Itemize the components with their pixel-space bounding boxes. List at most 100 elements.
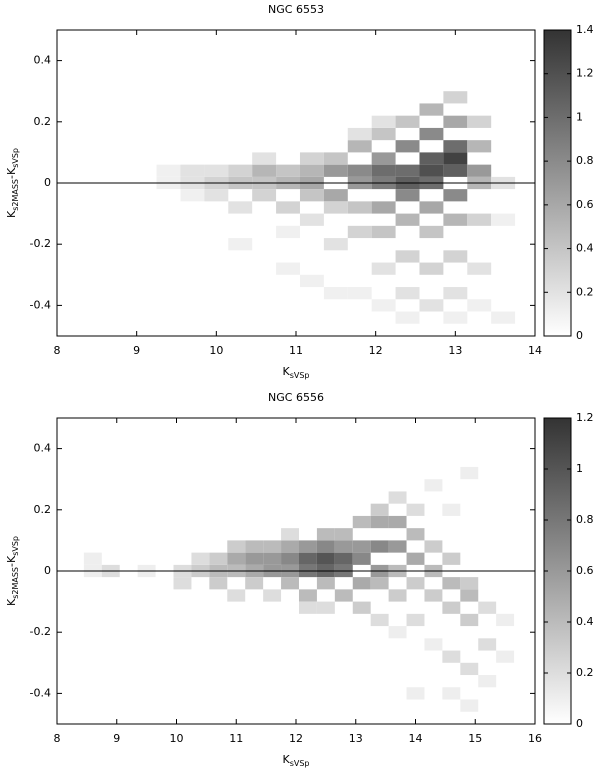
- cell: [347, 140, 372, 153]
- cell: [496, 613, 515, 627]
- label-part: K: [282, 365, 290, 378]
- cell: [370, 515, 389, 529]
- y-tick-label: 0.2: [34, 115, 52, 128]
- colorbar-tick-label: 1.2: [576, 67, 594, 80]
- cell: [323, 152, 348, 165]
- cell: [180, 189, 205, 202]
- cell: [281, 552, 299, 565]
- cell: [263, 589, 282, 602]
- cell: [467, 299, 492, 312]
- label-subscript: s2MASS: [11, 567, 20, 599]
- cell: [83, 552, 102, 565]
- cell: [252, 152, 277, 165]
- cell: [419, 262, 444, 275]
- cell: [371, 262, 396, 275]
- colorbar-tick-label: 1.2: [576, 411, 594, 424]
- cell: [227, 589, 246, 602]
- cell: [347, 164, 372, 177]
- x-axis-label: KsVSp: [282, 753, 309, 768]
- cell: [281, 528, 299, 541]
- cell: [191, 552, 210, 565]
- x-tick-label: 12: [289, 732, 303, 745]
- cell: [478, 638, 497, 651]
- cell: [352, 540, 371, 553]
- label-part: -K: [5, 167, 18, 179]
- x-tick-label: 9: [113, 732, 120, 745]
- colorbar-tick-label: 0.2: [576, 285, 594, 298]
- cell: [406, 528, 425, 541]
- cell: [371, 164, 396, 177]
- cell: [460, 613, 479, 627]
- cell: [370, 503, 389, 516]
- cell: [276, 225, 300, 239]
- cell: [334, 589, 353, 602]
- cell: [281, 577, 299, 590]
- cell: [419, 127, 444, 141]
- cell: [467, 213, 492, 226]
- chart-title: NGC 6556: [268, 391, 324, 404]
- cell: [316, 601, 335, 614]
- x-tick-label: 11: [229, 732, 243, 745]
- cell: [388, 540, 407, 553]
- y-axis-label: Ks2MASS-KsVSp: [5, 536, 20, 606]
- cell: [424, 638, 443, 651]
- cell: [406, 577, 425, 590]
- colorbar-tick-label: 0.8: [576, 154, 594, 167]
- cell: [276, 262, 300, 275]
- label-subscript: sVSp: [290, 371, 310, 380]
- x-tick-label: 13: [349, 732, 363, 745]
- cell: [371, 115, 396, 128]
- cell: [371, 152, 396, 165]
- cell: [334, 552, 353, 565]
- label-part: K: [5, 210, 18, 218]
- cell: [395, 311, 420, 324]
- cell: [371, 127, 396, 141]
- colorbar-tick-label: 0.6: [576, 564, 594, 577]
- cell: [443, 287, 468, 300]
- cell: [460, 577, 479, 590]
- cell: [442, 503, 461, 516]
- cell: [298, 552, 317, 565]
- cell: [227, 552, 246, 565]
- cell: [323, 238, 348, 251]
- x-tick-label: 14: [528, 344, 542, 357]
- cell: [442, 650, 461, 663]
- cell: [316, 577, 335, 590]
- cell: [180, 164, 205, 177]
- colorbar-tick-label: 1: [576, 110, 583, 123]
- y-tick-label: 0: [44, 176, 51, 189]
- x-tick-label: 10: [209, 344, 223, 357]
- cell: [388, 491, 407, 504]
- cell: [467, 262, 492, 275]
- cell: [443, 164, 468, 177]
- cell: [347, 127, 372, 141]
- colorbar-tick-label: 1: [576, 462, 583, 475]
- label-part: K: [5, 598, 18, 606]
- cell: [228, 164, 253, 177]
- colorbar-tick-label: 0.8: [576, 513, 594, 526]
- cell: [460, 662, 479, 676]
- cell: [316, 540, 335, 553]
- cell: [204, 164, 229, 177]
- x-tick-label: 9: [133, 344, 140, 357]
- cell: [443, 213, 468, 226]
- cell: [395, 250, 420, 263]
- cell: [424, 589, 443, 602]
- cell: [228, 238, 253, 251]
- cell: [443, 140, 468, 153]
- x-tick-label: 14: [409, 732, 423, 745]
- label-subscript: sVSp: [290, 759, 310, 768]
- cell: [424, 479, 443, 492]
- cell: [263, 552, 282, 565]
- cell: [299, 152, 324, 165]
- cell: [276, 164, 300, 177]
- cell: [395, 164, 420, 177]
- cell: [227, 540, 246, 553]
- label-subscript: sVSp: [11, 536, 20, 556]
- colorbar-tick-label: 0.4: [576, 242, 594, 255]
- x-tick-label: 13: [448, 344, 462, 357]
- x-tick-label: 16: [528, 732, 542, 745]
- cell: [443, 189, 468, 202]
- cell: [478, 601, 497, 614]
